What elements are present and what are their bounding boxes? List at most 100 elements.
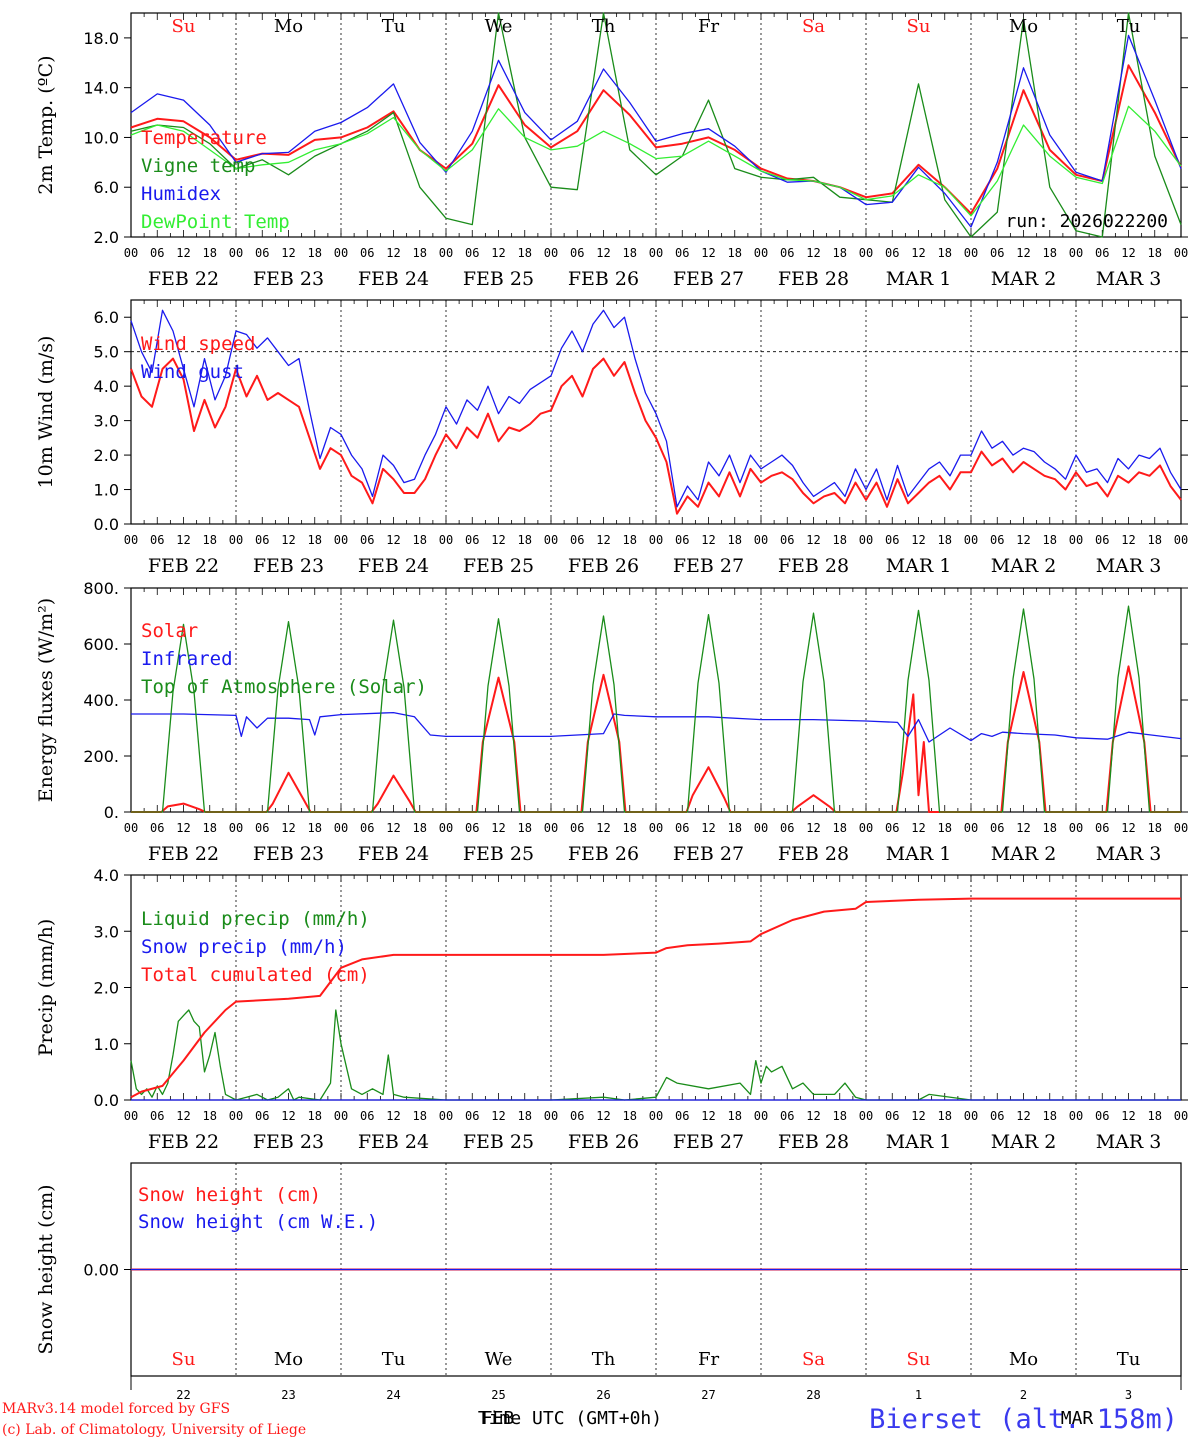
hour-label: 00 (439, 533, 453, 547)
hour-label: 06 (570, 1109, 584, 1123)
day-number-label: 24 (386, 1388, 400, 1402)
hour-label: 00 (754, 533, 768, 547)
hour-label: 12 (911, 1109, 925, 1123)
hour-label: 18 (518, 1109, 532, 1123)
date-label: MAR 1 (886, 268, 952, 290)
y-axis-title: 10m Wind (m/s) (35, 336, 57, 489)
hour-label: 06 (675, 533, 689, 547)
hour-label: 18 (308, 821, 322, 835)
hour-label: 00 (229, 1109, 243, 1123)
hour-label: 12 (386, 1109, 400, 1123)
y-axis-title: 2m Temp. (ºC) (35, 55, 57, 194)
date-label: MAR 1 (886, 843, 952, 865)
hour-label: 06 (1095, 821, 1109, 835)
legend-liquid-precip-mm-h: Liquid precip (mm/h) (141, 908, 370, 930)
footer-copyright: (c) Lab. of Climatology, University of L… (2, 1422, 306, 1438)
hour-label: 00 (1069, 246, 1083, 260)
panel-3: 0. 200. 400. 600. 800. Energy fluxes (W/m²) So… (35, 579, 1188, 865)
hour-label: 06 (255, 533, 269, 547)
hour-label: 18 (938, 821, 952, 835)
hour-label: 00 (439, 1109, 453, 1123)
month-feb-label: FEB (482, 1408, 515, 1429)
hour-label: 00 (859, 821, 873, 835)
y-tick-label: 3.0 (94, 922, 119, 941)
hour-label: 18 (203, 533, 217, 547)
hour-label: 12 (1121, 246, 1135, 260)
hour-label: 06 (465, 821, 479, 835)
y-tick-label: 4.0 (94, 377, 119, 396)
hour-label: 12 (176, 533, 190, 547)
hour-label: 18 (938, 246, 952, 260)
y-tick-label: 2.0 (94, 228, 119, 247)
hour-label: 06 (360, 246, 374, 260)
footer-model: MARv3.14 model forced by GFS (2, 1401, 230, 1417)
hour-label: 12 (176, 821, 190, 835)
hour-label: 06 (780, 821, 794, 835)
day-label: Su (172, 16, 196, 37)
hour-label: 12 (1016, 821, 1030, 835)
date-label: MAR 3 (1096, 268, 1162, 290)
day-label: Su (907, 1349, 931, 1370)
hour-label: 12 (491, 1109, 505, 1123)
hour-label: 18 (308, 533, 322, 547)
hour-label: 12 (806, 821, 820, 835)
legend-snow-height-cm-w-e: Snow height (cm W.E.) (138, 1211, 378, 1233)
y-tick-label: 14.0 (83, 79, 119, 98)
hour-label: 18 (1148, 533, 1162, 547)
hour-label: 12 (386, 533, 400, 547)
hour-label: 18 (1043, 533, 1057, 547)
day-label: Su (907, 16, 931, 37)
panel-2: 0.0 1.0 2.0 3.0 4.0 5.0 6.0 10m Wind (m/s) Wind … (35, 299, 1188, 577)
hour-label: 06 (150, 821, 164, 835)
legend-snow-precip-mm-h: Snow precip (mm/h) (141, 936, 347, 958)
hour-label: 00 (334, 821, 348, 835)
hour-label: 18 (203, 1109, 217, 1123)
day-label: Tu (1117, 1349, 1141, 1370)
hour-label: 12 (701, 821, 715, 835)
series-dewpoint-temp (130, 105, 1182, 217)
y-tick-label: 5.0 (94, 343, 119, 362)
day-label: We (485, 1349, 513, 1370)
month-mar-label: MAR (1061, 1408, 1094, 1429)
hour-label: 12 (281, 533, 295, 547)
hour-label: 00 (754, 1109, 768, 1123)
panel-4: 0.0 1.0 2.0 3.0 4.0 Precip (mm/h) Liquid preci… (35, 866, 1188, 1153)
y-tick-label: 6.0 (94, 178, 119, 197)
y-tick-label: 0.0 (94, 515, 119, 534)
hour-label: 00 (859, 1109, 873, 1123)
date-label: FEB 26 (568, 843, 639, 865)
hour-label: 00 (1174, 1109, 1188, 1123)
series-solar (131, 665, 1181, 813)
day-label: Tu (382, 1349, 406, 1370)
hour-label: 18 (413, 533, 427, 547)
hour-label: 06 (780, 246, 794, 260)
series-wind-gust (130, 309, 1182, 508)
hour-label: 12 (1121, 821, 1135, 835)
hour-label: 06 (360, 821, 374, 835)
hour-label: 06 (990, 821, 1004, 835)
hour-label: 12 (596, 533, 610, 547)
x-axis-title: Time UTC (GMT+0h) (478, 1408, 662, 1429)
date-label: FEB 23 (253, 555, 324, 577)
day-label: Mo (1009, 16, 1038, 37)
legend-solar: Solar (141, 620, 198, 642)
day-label: Mo (274, 16, 303, 37)
y-axis-title: Snow height (cm) (35, 1184, 57, 1354)
hour-label: 18 (308, 246, 322, 260)
date-label: FEB 28 (778, 268, 849, 290)
day-label: Sa (802, 16, 825, 37)
day-label: Fr (698, 16, 719, 37)
hour-label: 06 (675, 246, 689, 260)
hour-label: 06 (465, 1109, 479, 1123)
hour-label: 06 (465, 533, 479, 547)
hour-label: 12 (911, 246, 925, 260)
day-number-label: 27 (701, 1388, 715, 1402)
y-tick-label: 0.00 (83, 1261, 119, 1280)
hour-label: 06 (150, 246, 164, 260)
hour-label: 06 (360, 533, 374, 547)
y-tick-label: 400. (83, 691, 119, 710)
date-label: FEB 27 (673, 268, 744, 290)
date-label: MAR 3 (1096, 555, 1162, 577)
hour-label: 06 (570, 821, 584, 835)
